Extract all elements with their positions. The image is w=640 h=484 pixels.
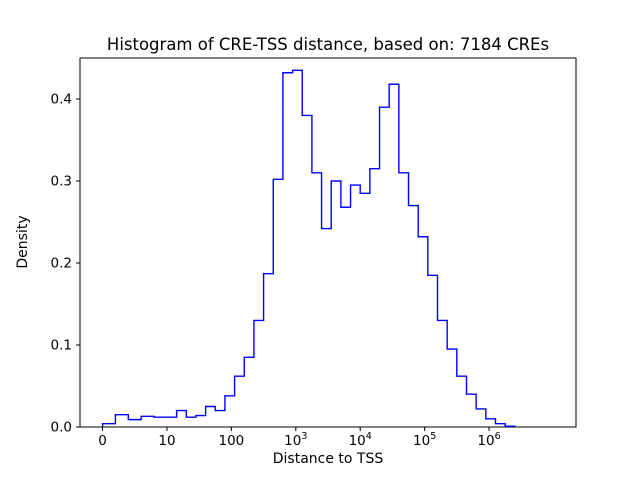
x-axis-label: Distance to TSS	[273, 451, 384, 467]
chart-title: Histogram of CRE-TSS distance, based on:…	[107, 35, 549, 54]
x-tick-label: 104	[349, 431, 372, 449]
y-tick-label: 0.2	[51, 256, 72, 272]
x-tick-label: 103	[284, 431, 307, 449]
x-tick-label: 0	[98, 433, 107, 449]
plot-area: 0 10 100 103 104 105 106 0.0 0.1 0.2 0.3 0.4	[51, 57, 577, 449]
y-tick-label: 0.3	[51, 174, 72, 190]
y-axis-label: Density	[15, 215, 31, 268]
x-tick-label: 106	[477, 431, 500, 449]
y-tick-label: 0.0	[51, 420, 72, 436]
x-tick-label: 105	[413, 431, 436, 449]
histogram-step-line	[101, 69, 516, 427]
y-tick-label: 0.4	[51, 92, 72, 108]
x-tick-label: 100	[218, 433, 244, 449]
axes-spines	[79, 57, 577, 428]
y-tick-label: 0.1	[51, 338, 72, 354]
x-tick-label: 10	[158, 433, 175, 449]
